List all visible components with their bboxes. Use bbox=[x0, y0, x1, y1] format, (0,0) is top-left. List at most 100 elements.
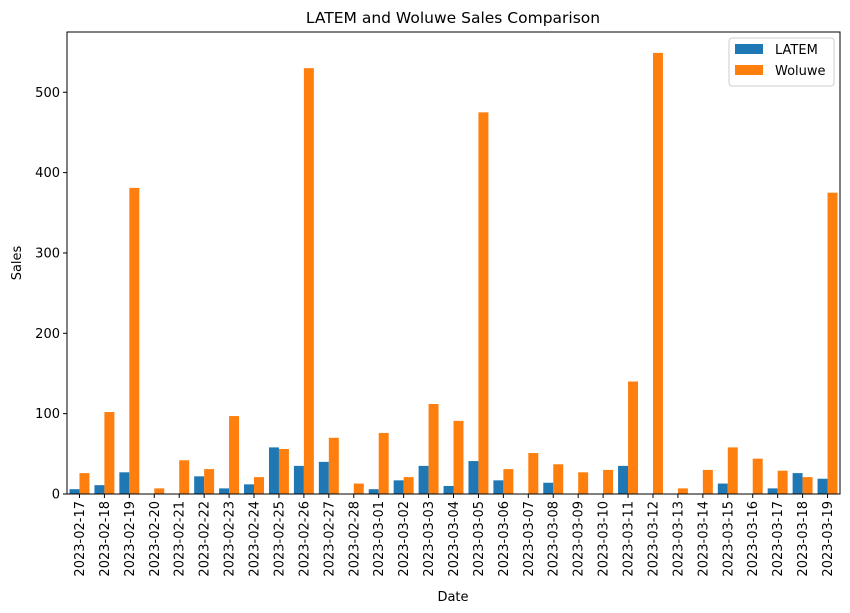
chart-title: LATEM and Woluwe Sales Comparison bbox=[306, 9, 600, 27]
bar-woluwe-2023-03-07 bbox=[528, 453, 539, 494]
x-tick-label: 2023-02-27 bbox=[322, 501, 337, 577]
x-axis: 2023-02-17 2023-02-18 2023-02-19 2023-02-20… bbox=[73, 494, 836, 577]
bar-woluwe-2023-02-23 bbox=[229, 416, 240, 494]
bar-latem-2023-02-26 bbox=[293, 465, 304, 494]
bar-latem-2023-02-25 bbox=[268, 447, 279, 494]
bar-woluwe-2023-02-20 bbox=[154, 488, 165, 494]
bar-latem-2023-03-01 bbox=[368, 489, 379, 494]
bar-woluwe-2023-02-19 bbox=[129, 187, 140, 494]
bar-woluwe-2023-03-02 bbox=[403, 477, 414, 494]
legend-label-woluwe: Woluwe bbox=[775, 64, 826, 79]
x-tick-label: 2023-02-20 bbox=[148, 501, 163, 577]
y-axis-label: Sales bbox=[10, 245, 25, 280]
bar-woluwe-2023-03-13 bbox=[677, 488, 688, 494]
bar-woluwe-2023-03-15 bbox=[727, 447, 738, 494]
legend-swatch-latem bbox=[735, 44, 763, 54]
x-tick-label: 2023-03-15 bbox=[721, 501, 736, 577]
x-tick-label: 2023-02-26 bbox=[297, 501, 312, 577]
x-tick-label: 2023-02-17 bbox=[73, 501, 88, 577]
bar-latem-2023-02-23 bbox=[219, 488, 230, 494]
x-tick-label: 2023-02-24 bbox=[248, 501, 263, 577]
x-tick-label: 2023-02-21 bbox=[173, 501, 188, 577]
x-tick-label: 2023-03-06 bbox=[497, 501, 512, 577]
y-tick-label: 100 bbox=[35, 407, 60, 422]
bar-woluwe-2023-02-27 bbox=[328, 437, 339, 494]
y-tick-label: 500 bbox=[35, 86, 60, 101]
bar-woluwe-2023-03-09 bbox=[578, 472, 589, 494]
bar-latem-2023-02-27 bbox=[318, 461, 329, 494]
bar-latem-2023-02-22 bbox=[194, 476, 205, 494]
x-tick-label: 2023-03-01 bbox=[372, 501, 387, 577]
bar-latem-2023-03-04 bbox=[443, 485, 454, 494]
x-tick-label: 2023-02-23 bbox=[223, 501, 238, 577]
bar-woluwe-2023-02-17 bbox=[79, 473, 90, 494]
bar-woluwe-2023-03-17 bbox=[777, 470, 788, 494]
x-tick-label: 2023-03-05 bbox=[472, 501, 487, 577]
bar-latem-2023-03-18 bbox=[792, 473, 803, 494]
bar-latem-2023-03-05 bbox=[468, 461, 479, 494]
bar-latem-2023-03-15 bbox=[717, 483, 728, 494]
bar-woluwe-2023-03-12 bbox=[652, 52, 663, 494]
bar-latem-2023-02-19 bbox=[119, 472, 130, 494]
legend-label-latem: LATEM bbox=[775, 43, 818, 58]
bar-woluwe-2023-03-04 bbox=[453, 420, 464, 494]
x-tick-label: 2023-03-12 bbox=[646, 501, 661, 577]
x-tick-label: 2023-03-07 bbox=[522, 501, 537, 577]
x-tick-label: 2023-03-11 bbox=[622, 501, 637, 577]
x-tick-label: 2023-03-18 bbox=[796, 501, 811, 577]
bar-woluwe-2023-03-08 bbox=[553, 464, 564, 494]
x-tick-label: 2023-03-14 bbox=[696, 501, 711, 577]
legend-swatch-woluwe bbox=[735, 65, 763, 75]
x-tick-label: 2023-02-28 bbox=[347, 501, 362, 577]
bar-latem-2023-03-11 bbox=[618, 465, 629, 494]
bar-woluwe-2023-02-21 bbox=[179, 460, 190, 494]
bar-woluwe-2023-03-16 bbox=[752, 458, 763, 494]
bar-woluwe-2023-03-03 bbox=[428, 404, 439, 494]
x-tick-label: 2023-02-19 bbox=[123, 501, 138, 577]
x-tick-label: 2023-03-09 bbox=[572, 501, 587, 577]
plot-area bbox=[69, 52, 838, 494]
x-tick-label: 2023-03-08 bbox=[547, 501, 562, 577]
bar-woluwe-2023-03-19 bbox=[827, 192, 838, 494]
bar-latem-2023-03-02 bbox=[393, 480, 404, 494]
bar-woluwe-2023-03-01 bbox=[378, 432, 389, 494]
bar-woluwe-2023-03-18 bbox=[802, 477, 813, 494]
bar-woluwe-2023-03-14 bbox=[702, 469, 713, 494]
x-tick-label: 2023-03-10 bbox=[597, 501, 612, 577]
x-tick-label: 2023-03-16 bbox=[746, 501, 761, 577]
bar-latem-2023-02-17 bbox=[69, 489, 80, 494]
x-tick-label: 2023-02-18 bbox=[98, 501, 113, 577]
y-tick-label: 300 bbox=[35, 246, 60, 261]
bar-woluwe-2023-02-22 bbox=[204, 469, 215, 494]
bar-woluwe-2023-02-18 bbox=[104, 412, 115, 494]
x-axis-label: Date bbox=[437, 590, 468, 605]
bar-latem-2023-02-24 bbox=[244, 484, 255, 494]
x-tick-label: 2023-03-04 bbox=[447, 501, 462, 577]
y-tick-label: 400 bbox=[35, 166, 60, 181]
y-tick-label: 0 bbox=[52, 488, 60, 503]
bar-latem-2023-03-06 bbox=[493, 480, 504, 494]
x-tick-label: 2023-03-02 bbox=[397, 501, 412, 577]
bar-latem-2023-03-08 bbox=[543, 482, 554, 494]
bar-woluwe-2023-03-05 bbox=[478, 112, 489, 494]
x-tick-label: 2023-02-22 bbox=[198, 501, 213, 577]
bar-latem-2023-03-19 bbox=[817, 478, 828, 494]
bar-woluwe-2023-03-06 bbox=[503, 469, 514, 494]
bar-latem-2023-02-18 bbox=[94, 485, 105, 494]
y-axis: 0 100 200 300 400 500 bbox=[35, 86, 67, 503]
bar-woluwe-2023-02-25 bbox=[278, 449, 289, 494]
bar-woluwe-2023-03-10 bbox=[603, 469, 614, 494]
x-tick-label: 2023-03-19 bbox=[821, 501, 836, 577]
x-tick-label: 2023-03-03 bbox=[422, 501, 437, 577]
bar-woluwe-2023-02-26 bbox=[303, 68, 314, 494]
x-tick-label: 2023-02-25 bbox=[272, 501, 287, 577]
x-tick-label: 2023-03-13 bbox=[671, 501, 686, 577]
legend: LATEM Woluwe bbox=[728, 37, 835, 87]
bar-woluwe-2023-02-28 bbox=[353, 483, 364, 494]
bar-woluwe-2023-02-24 bbox=[254, 477, 264, 494]
x-tick-label: 2023-03-17 bbox=[771, 501, 786, 577]
y-tick-label: 200 bbox=[35, 327, 60, 342]
bar-latem-2023-03-03 bbox=[418, 465, 429, 494]
